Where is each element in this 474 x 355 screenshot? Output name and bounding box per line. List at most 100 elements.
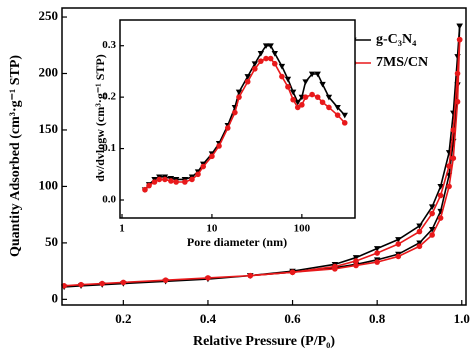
data-point bbox=[456, 36, 463, 43]
data-point bbox=[244, 74, 251, 80]
data-point bbox=[374, 250, 380, 256]
x-tick-label: 0.4 bbox=[200, 311, 217, 326]
data-point bbox=[437, 192, 444, 199]
data-point bbox=[353, 262, 359, 269]
data-point bbox=[428, 226, 436, 233]
x-tick-label: 10 bbox=[206, 223, 218, 235]
data-point bbox=[195, 171, 201, 178]
x-axis-label: Pore diameter (nm) bbox=[187, 235, 287, 249]
data-point bbox=[162, 277, 169, 283]
data-point bbox=[99, 280, 105, 287]
data-point bbox=[416, 243, 423, 250]
data-point bbox=[325, 94, 333, 101]
data-point bbox=[173, 179, 179, 185]
data-point bbox=[450, 155, 457, 161]
data-point bbox=[209, 153, 215, 160]
data-point bbox=[428, 204, 436, 210]
data-point bbox=[267, 55, 274, 62]
y-tick-label: 250 bbox=[39, 8, 59, 23]
data-point bbox=[278, 63, 286, 70]
axes-frame bbox=[61, 7, 467, 306]
data-point bbox=[334, 105, 341, 111]
data-point bbox=[290, 96, 296, 103]
data-point bbox=[267, 43, 274, 49]
data-point bbox=[429, 210, 435, 217]
y-axis-label: dv/dvlogw (cm³·g⁻¹ STP) bbox=[93, 54, 107, 182]
data-point bbox=[454, 70, 461, 77]
data-point bbox=[416, 223, 423, 230]
data-point bbox=[446, 183, 452, 190]
data-point bbox=[309, 91, 315, 98]
data-point bbox=[262, 43, 270, 49]
y-tick-label: 0.2 bbox=[102, 91, 116, 103]
data-point bbox=[299, 102, 305, 108]
data-point bbox=[437, 184, 444, 190]
data-point bbox=[285, 84, 291, 90]
y-tick-label: 200 bbox=[39, 64, 59, 79]
data-point bbox=[416, 240, 423, 247]
data-point bbox=[395, 253, 402, 260]
data-point bbox=[263, 55, 269, 62]
legend-label: 7MS/CN bbox=[376, 55, 428, 70]
data-point bbox=[289, 269, 296, 276]
data-point bbox=[416, 228, 423, 235]
data-point bbox=[314, 94, 321, 100]
data-point bbox=[235, 89, 243, 96]
x-tick-label: 1 bbox=[119, 223, 125, 235]
data-point bbox=[151, 179, 158, 185]
data-point bbox=[251, 61, 259, 67]
data-point bbox=[319, 81, 326, 88]
data-point bbox=[352, 255, 360, 261]
legend-label: g-C₃N₄ bbox=[376, 32, 417, 47]
series-line bbox=[144, 44, 346, 191]
data-point bbox=[162, 176, 168, 183]
data-point bbox=[224, 125, 231, 131]
data-point bbox=[308, 71, 316, 78]
data-point bbox=[353, 258, 359, 264]
data-point bbox=[279, 73, 285, 80]
data-point bbox=[252, 66, 258, 72]
data-point bbox=[120, 279, 127, 286]
data-point bbox=[374, 259, 380, 265]
data-point bbox=[182, 179, 188, 185]
data-point bbox=[319, 99, 326, 106]
data-point bbox=[189, 176, 195, 183]
data-point bbox=[168, 178, 174, 184]
data-point bbox=[78, 281, 84, 288]
y-tick-label: 100 bbox=[39, 177, 59, 192]
data-point bbox=[302, 79, 309, 85]
data-point bbox=[236, 94, 242, 100]
data-point bbox=[456, 23, 463, 30]
data-point bbox=[216, 143, 222, 149]
data-point bbox=[294, 104, 301, 111]
data-point bbox=[302, 94, 309, 100]
data-point bbox=[446, 163, 452, 169]
data-point bbox=[289, 89, 297, 96]
x-axis-label: Relative Pressure (P/P₀) bbox=[193, 334, 335, 349]
x-tick-label: 0.2 bbox=[115, 311, 131, 326]
y-tick-label: 0 bbox=[52, 290, 59, 305]
data-point bbox=[450, 127, 457, 133]
data-point bbox=[247, 272, 254, 279]
x-tick-label: 1.0 bbox=[454, 311, 470, 326]
data-point bbox=[205, 275, 211, 281]
y-tick-label: 50 bbox=[45, 234, 58, 249]
data-point bbox=[395, 237, 402, 243]
y-tick-label: 0.0 bbox=[102, 194, 116, 206]
data-point bbox=[332, 263, 338, 270]
data-point bbox=[142, 186, 148, 193]
data-point bbox=[294, 99, 301, 106]
data-point bbox=[271, 60, 278, 67]
data-point bbox=[437, 215, 444, 221]
x-tick-label: 100 bbox=[294, 223, 311, 235]
data-point bbox=[232, 109, 238, 116]
data-point bbox=[271, 51, 278, 57]
x-tick-label: 0.6 bbox=[284, 311, 301, 326]
data-point bbox=[244, 78, 251, 85]
data-point bbox=[200, 163, 207, 170]
data-point bbox=[341, 112, 348, 119]
y-tick-label: 0.1 bbox=[102, 142, 116, 154]
data-point bbox=[326, 104, 332, 111]
data-point bbox=[156, 176, 163, 183]
